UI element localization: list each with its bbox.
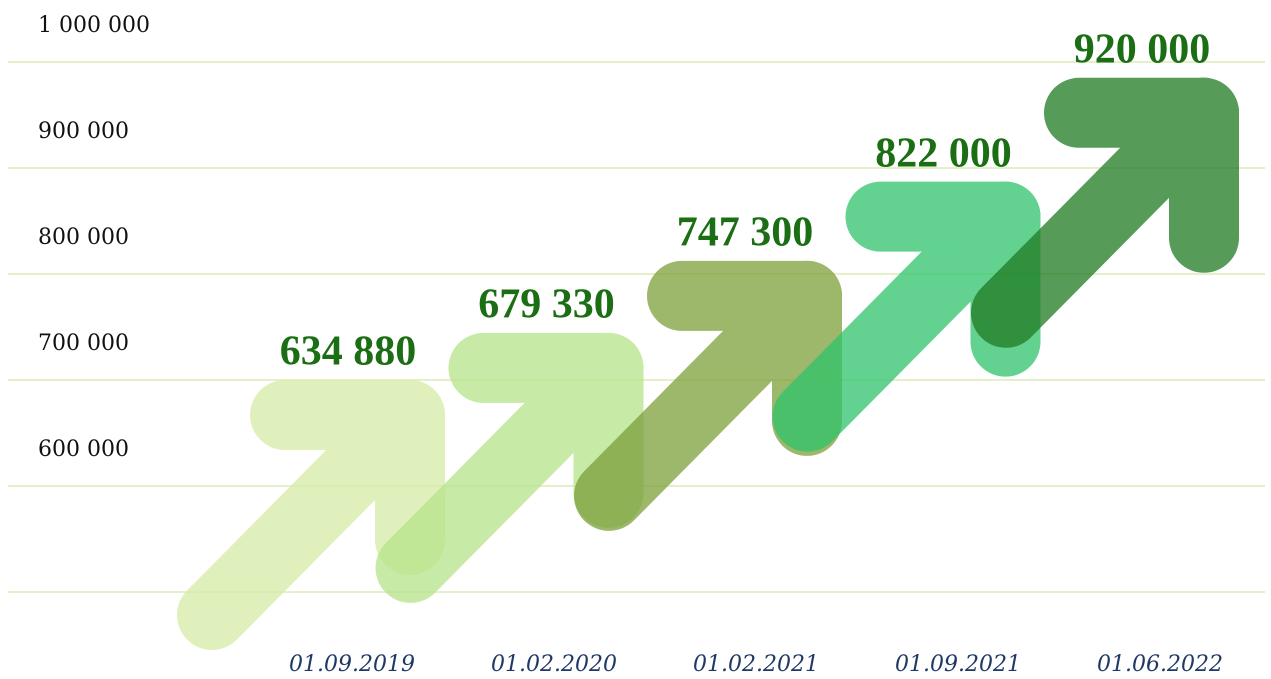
x-tick-label: 01.06.2022 <box>1097 652 1223 677</box>
value-label: 634 880 <box>280 329 417 375</box>
value-label: 679 330 <box>478 282 615 328</box>
y-tick-label: 900 000 <box>38 119 129 144</box>
x-tick-label: 01.09.2021 <box>895 652 1021 677</box>
x-tick-label: 01.02.2020 <box>491 652 617 677</box>
arrow <box>971 77 1239 348</box>
y-tick-label: 800 000 <box>38 225 129 250</box>
y-tick-label: 600 000 <box>38 437 129 462</box>
value-label: 747 300 <box>677 210 814 256</box>
x-tick-label: 01.09.2019 <box>289 652 415 677</box>
value-label: 920 000 <box>1074 26 1211 72</box>
x-tick-label: 01.02.2021 <box>693 652 819 677</box>
y-tick-label: 1 000 000 <box>38 13 150 38</box>
value-label: 822 000 <box>875 130 1012 176</box>
y-tick-label: 700 000 <box>38 331 129 356</box>
